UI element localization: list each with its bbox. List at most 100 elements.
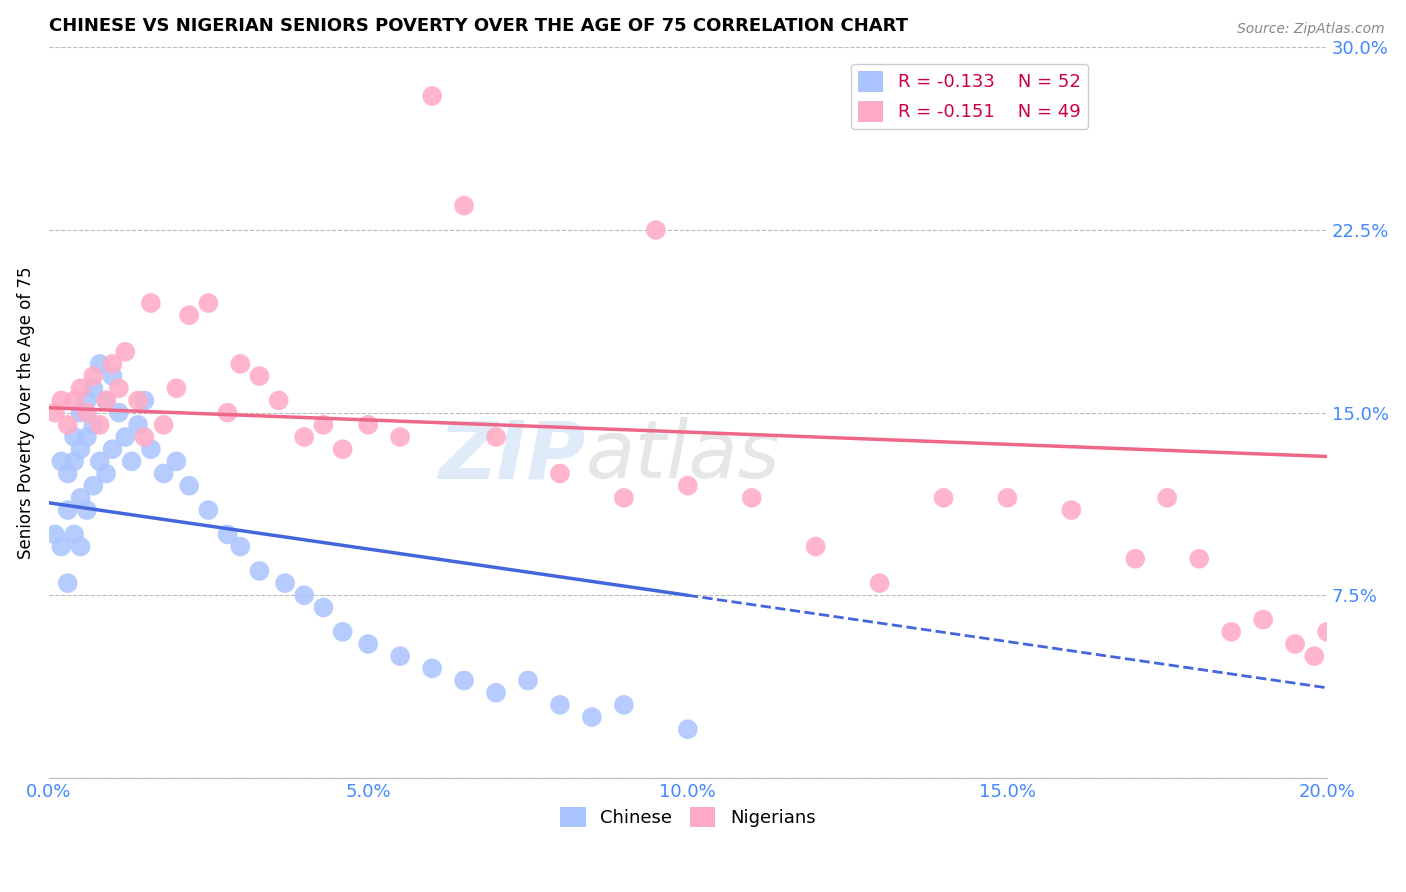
Point	[139, 296, 162, 310]
Point	[63, 454, 86, 468]
Y-axis label: Seniors Poverty Over the Age of 75: Seniors Poverty Over the Age of 75	[17, 267, 35, 559]
Point	[1123, 551, 1146, 566]
Point	[179, 308, 201, 322]
Point	[357, 417, 380, 432]
Point	[997, 491, 1019, 505]
Point	[127, 393, 149, 408]
Point	[69, 406, 91, 420]
Point	[197, 296, 219, 310]
Point	[267, 393, 290, 408]
Point	[101, 357, 124, 371]
Point	[932, 491, 955, 505]
Point	[44, 406, 66, 420]
Point	[108, 406, 131, 420]
Point	[165, 381, 187, 395]
Point	[82, 369, 104, 384]
Point	[114, 344, 136, 359]
Point	[229, 540, 252, 554]
Point	[76, 430, 98, 444]
Point	[292, 588, 315, 602]
Point	[76, 393, 98, 408]
Point	[1188, 551, 1211, 566]
Point	[292, 430, 315, 444]
Point	[69, 381, 91, 395]
Point	[94, 393, 117, 408]
Point	[332, 442, 354, 457]
Point	[332, 624, 354, 639]
Point	[613, 698, 636, 712]
Text: ZIP: ZIP	[439, 417, 585, 495]
Point	[389, 649, 412, 664]
Point	[139, 442, 162, 457]
Point	[197, 503, 219, 517]
Point	[179, 479, 201, 493]
Point	[217, 527, 239, 541]
Point	[94, 393, 117, 408]
Point	[134, 393, 156, 408]
Point	[357, 637, 380, 651]
Point	[312, 417, 335, 432]
Point	[56, 503, 79, 517]
Point	[229, 357, 252, 371]
Point	[152, 417, 174, 432]
Point	[274, 576, 297, 591]
Point	[548, 467, 571, 481]
Point	[152, 467, 174, 481]
Point	[548, 698, 571, 712]
Point	[82, 479, 104, 493]
Point	[89, 357, 111, 371]
Point	[676, 723, 699, 737]
Point	[1284, 637, 1306, 651]
Point	[1156, 491, 1178, 505]
Point	[420, 89, 443, 103]
Point	[82, 381, 104, 395]
Point	[108, 381, 131, 395]
Point	[1316, 624, 1339, 639]
Text: atlas: atlas	[585, 417, 780, 495]
Point	[1220, 624, 1243, 639]
Point	[249, 369, 271, 384]
Point	[1303, 649, 1326, 664]
Point	[56, 576, 79, 591]
Point	[63, 527, 86, 541]
Point	[89, 417, 111, 432]
Point	[312, 600, 335, 615]
Point	[51, 454, 73, 468]
Point	[114, 430, 136, 444]
Point	[51, 540, 73, 554]
Point	[1251, 613, 1274, 627]
Point	[453, 199, 475, 213]
Point	[644, 223, 666, 237]
Point	[217, 406, 239, 420]
Point	[69, 491, 91, 505]
Point	[76, 406, 98, 420]
Point	[676, 479, 699, 493]
Point	[804, 540, 827, 554]
Point	[1060, 503, 1083, 517]
Point	[94, 467, 117, 481]
Point	[165, 454, 187, 468]
Point	[101, 442, 124, 457]
Point	[63, 393, 86, 408]
Point	[485, 686, 508, 700]
Point	[69, 540, 91, 554]
Text: CHINESE VS NIGERIAN SENIORS POVERTY OVER THE AGE OF 75 CORRELATION CHART: CHINESE VS NIGERIAN SENIORS POVERTY OVER…	[49, 17, 907, 35]
Point	[44, 527, 66, 541]
Point	[389, 430, 412, 444]
Point	[89, 454, 111, 468]
Point	[741, 491, 763, 505]
Point	[420, 661, 443, 675]
Point	[249, 564, 271, 578]
Point	[581, 710, 603, 724]
Point	[101, 369, 124, 384]
Point	[517, 673, 540, 688]
Point	[127, 417, 149, 432]
Point	[869, 576, 891, 591]
Point	[69, 442, 91, 457]
Point	[485, 430, 508, 444]
Point	[56, 417, 79, 432]
Point	[76, 503, 98, 517]
Point	[134, 430, 156, 444]
Point	[121, 454, 143, 468]
Point	[63, 430, 86, 444]
